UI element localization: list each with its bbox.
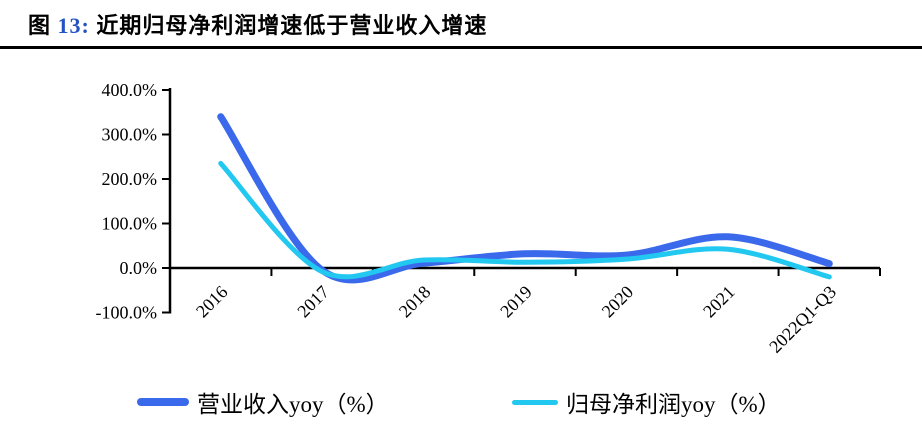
x-tick-label: 2018 [395,282,435,322]
x-tick-label: 2016 [192,282,232,322]
figure-number: 13: [57,13,90,38]
y-tick-label: 200.0% [102,169,158,189]
y-tick-label: 300.0% [102,125,158,145]
figure-title: 图 13: 近期归母净利润增速低于营业收入增速 [28,8,487,40]
chart-legend: 营业收入yoy（%） 归母净利润yoy（%） [0,386,922,420]
net-profit-legend-label: 归母净利润yoy（%） [566,392,781,417]
y-tick-label: 400.0% [102,80,158,100]
legend-item-revenue: 营业收入yoy（%） [137,386,389,418]
legend-item-net-profit: 归母净利润yoy（%） [512,386,781,418]
y-tick-label: 100.0% [102,214,158,234]
x-tick-label: 2017 [293,282,333,322]
x-tick-label: 2020 [598,282,638,322]
x-tick-label: 2022Q1-Q3 [765,282,840,357]
y-tick-label: 0.0% [120,258,158,278]
figure-prefix: 图 [28,13,52,38]
title-divider [0,46,922,49]
x-tick-label: 2019 [496,282,536,322]
x-tick-label: 2021 [699,282,739,322]
figure-title-text: 近期归母净利润增速低于营业收入增速 [96,13,488,38]
net-profit-line-swatch [512,399,558,405]
revenue-line-swatch [137,398,189,406]
net-profit-yoy-line [218,160,832,280]
revenue-legend-label: 营业收入yoy（%） [197,392,389,417]
y-tick-label: -100.0% [96,303,158,323]
revenue-yoy-line [217,113,833,284]
